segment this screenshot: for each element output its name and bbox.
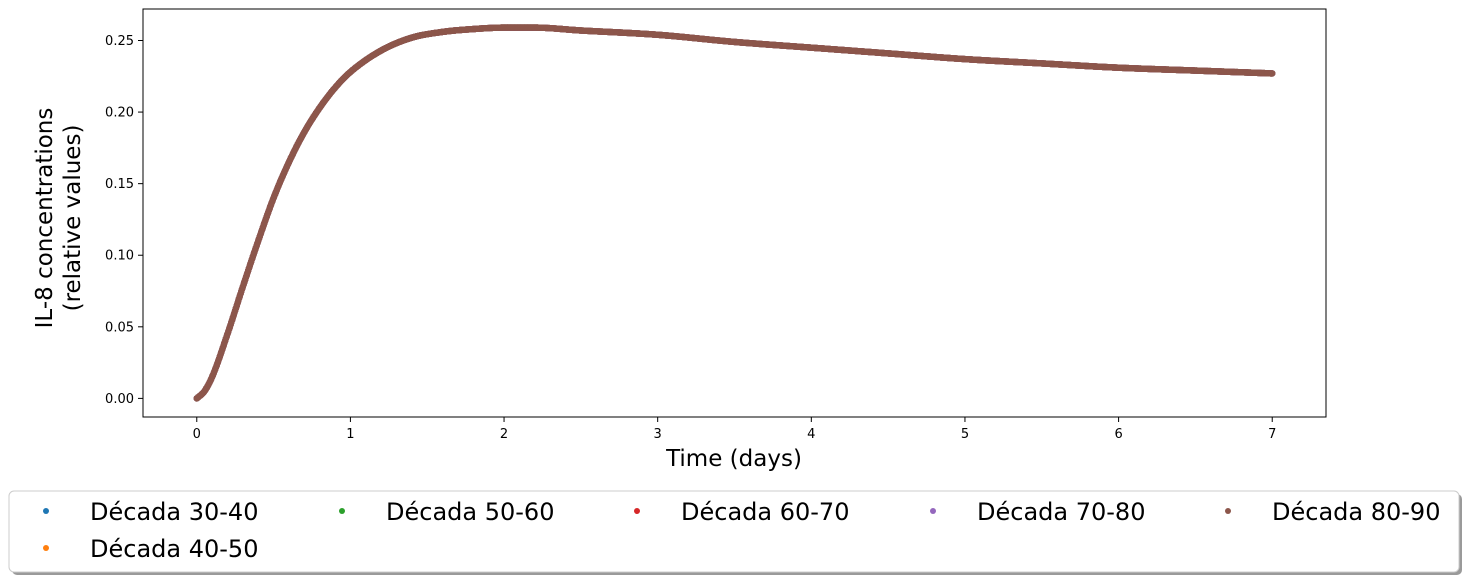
- series-layer: [193, 24, 1276, 402]
- series-4: [193, 24, 1276, 402]
- series-1: [193, 24, 1276, 402]
- series-3: [193, 24, 1276, 402]
- series-2: [193, 24, 1276, 402]
